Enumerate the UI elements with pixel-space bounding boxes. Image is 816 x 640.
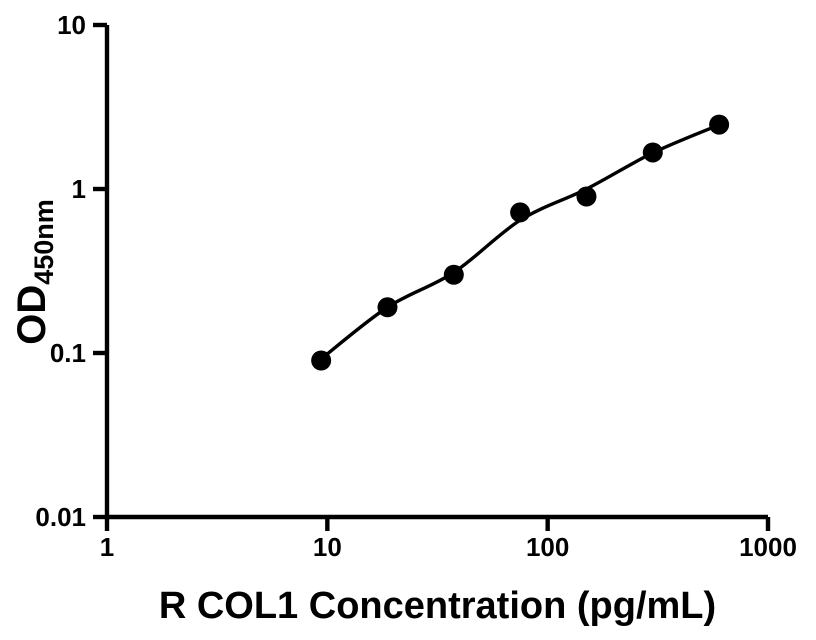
x-axis-title: R COL1 Concentration (pg/mL) bbox=[158, 585, 717, 627]
y-axis-title-subscript: 450nm bbox=[29, 199, 59, 285]
data-point bbox=[709, 114, 730, 135]
x-tick-label: 1 bbox=[100, 532, 114, 562]
fit-curve bbox=[320, 123, 720, 361]
x-tick-label: 10 bbox=[313, 532, 342, 562]
data-point bbox=[443, 264, 464, 285]
y-tick-label: 0.1 bbox=[50, 338, 86, 368]
data-point bbox=[510, 202, 531, 223]
x-tick-label: 1000 bbox=[739, 532, 797, 562]
data-point bbox=[377, 297, 398, 318]
y-axis-title-main: OD bbox=[10, 284, 54, 345]
axis-lines bbox=[104, 25, 768, 520]
data-point bbox=[576, 186, 597, 207]
y-tick-label: 0.01 bbox=[35, 502, 86, 532]
y-axis-title: OD450nm bbox=[8, 162, 59, 382]
x-tick-label: 100 bbox=[526, 532, 569, 562]
data-point bbox=[311, 350, 332, 371]
y-tick-label: 10 bbox=[57, 10, 86, 40]
data-point bbox=[642, 142, 663, 163]
y-tick-label: 1 bbox=[72, 174, 86, 204]
